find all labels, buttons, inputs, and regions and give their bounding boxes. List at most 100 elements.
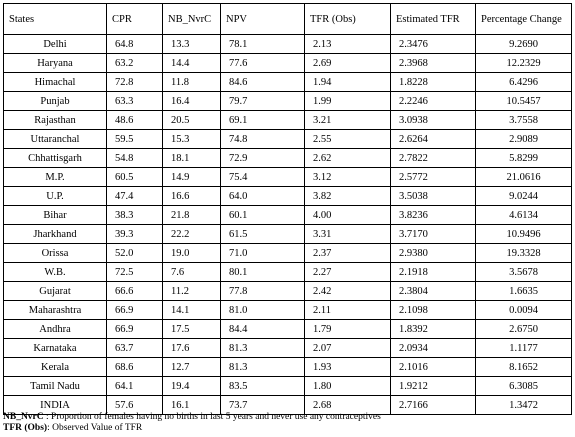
cell-npv: 84.4 (220, 319, 305, 339)
cell-estimated-tfr: 2.6264 (390, 129, 476, 149)
cell-percentage-change: 9.0244 (475, 186, 572, 206)
cell-tfr-obs: 1.94 (304, 72, 391, 92)
cell-cpr: 68.6 (106, 357, 163, 377)
table-row: Delhi 64.8 13.3 78.1 2.13 2.3476 9.2690 (3, 34, 572, 54)
cell-nb-nvrc: 11.8 (162, 72, 221, 92)
cell-tfr-obs: 3.31 (304, 224, 391, 244)
cell-tfr-obs: 3.21 (304, 110, 391, 130)
cell-cpr: 47.4 (106, 186, 163, 206)
cell-state: Uttaranchal (3, 129, 107, 149)
cell-cpr: 66.6 (106, 281, 163, 301)
cell-npv: 77.6 (220, 53, 305, 73)
cell-estimated-tfr: 2.2246 (390, 91, 476, 111)
cell-estimated-tfr: 3.8236 (390, 205, 476, 225)
cell-nb-nvrc: 14.9 (162, 167, 221, 187)
cell-estimated-tfr: 2.3968 (390, 53, 476, 73)
cell-state: Jharkhand (3, 224, 107, 244)
cell-tfr-obs: 4.00 (304, 205, 391, 225)
footnote-text: : Proportion of females having no births… (43, 412, 381, 422)
cell-state: Punjab (3, 91, 107, 111)
header-percentage-change: Percentage Change (475, 3, 572, 35)
cell-estimated-tfr: 3.7170 (390, 224, 476, 244)
cell-npv: 71.0 (220, 243, 305, 263)
cell-percentage-change: 3.7558 (475, 110, 572, 130)
table-row: Punjab 63.3 16.4 79.7 1.99 2.2246 10.5457 (3, 91, 572, 111)
cell-percentage-change: 5.8299 (475, 148, 572, 168)
cell-tfr-obs: 3.82 (304, 186, 391, 206)
cell-cpr: 64.1 (106, 376, 163, 396)
table-row: Tamil Nadu 64.1 19.4 83.5 1.80 1.9212 6.3085 (3, 376, 572, 396)
cell-nb-nvrc: 21.8 (162, 205, 221, 225)
table-row: Haryana 63.2 14.4 77.6 2.69 2.3968 12.2329 (3, 53, 572, 73)
cell-percentage-change: 21.0616 (475, 167, 572, 187)
cell-percentage-change: 6.4296 (475, 72, 572, 92)
cell-npv: 78.1 (220, 34, 305, 54)
cell-estimated-tfr: 2.7166 (390, 395, 476, 415)
table-row: Orissa 52.0 19.0 71.0 2.37 2.9380 19.3328 (3, 243, 572, 263)
cell-nb-nvrc: 16.4 (162, 91, 221, 111)
cell-percentage-change: 6.3085 (475, 376, 572, 396)
table-row: Rajasthan 48.6 20.5 69.1 3.21 3.0938 3.7558 (3, 110, 572, 130)
cell-percentage-change: 1.1177 (475, 338, 572, 358)
cell-state: Tamil Nadu (3, 376, 107, 396)
cell-cpr: 63.3 (106, 91, 163, 111)
cell-npv: 64.0 (220, 186, 305, 206)
cell-state: Karnataka (3, 338, 107, 358)
cell-nb-nvrc: 12.7 (162, 357, 221, 377)
table-row: Himachal 72.8 11.8 84.6 1.94 1.8228 6.4296 (3, 72, 572, 92)
header-nb-nvrc: NB_NvrC (162, 3, 221, 35)
table-row: Andhra 66.9 17.5 84.4 1.79 1.8392 2.6750 (3, 319, 572, 339)
cell-percentage-change: 19.3328 (475, 243, 572, 263)
footnote-nb-nvrc: NB_NvrC : Proportion of females having n… (3, 412, 381, 423)
header-estimated-tfr: Estimated TFR (390, 3, 476, 35)
cell-cpr: 60.5 (106, 167, 163, 187)
cell-npv: 75.4 (220, 167, 305, 187)
cell-cpr: 72.5 (106, 262, 163, 282)
cell-cpr: 59.5 (106, 129, 163, 149)
cell-npv: 69.1 (220, 110, 305, 130)
cell-estimated-tfr: 2.0934 (390, 338, 476, 358)
cell-state: Gujarat (3, 281, 107, 301)
cell-estimated-tfr: 2.1098 (390, 300, 476, 320)
cell-cpr: 64.8 (106, 34, 163, 54)
cell-state: INDIA (3, 395, 107, 415)
table-container: States CPR NB_NvrC NPV TFR (Obs) Estimat… (3, 3, 572, 415)
cell-tfr-obs: 2.62 (304, 148, 391, 168)
footnote-term: NB_NvrC (3, 412, 44, 422)
cell-npv: 81.0 (220, 300, 305, 320)
cell-tfr-obs: 1.99 (304, 91, 391, 111)
cell-cpr: 66.9 (106, 319, 163, 339)
table-row: INDIA 57.6 16.1 73.7 2.68 2.7166 1.3472 (3, 395, 572, 415)
footnotes: NB_NvrC : Proportion of females having n… (3, 412, 381, 434)
cell-state: Orissa (3, 243, 107, 263)
cell-npv: 80.1 (220, 262, 305, 282)
cell-nb-nvrc: 14.1 (162, 300, 221, 320)
cell-estimated-tfr: 2.3804 (390, 281, 476, 301)
cell-nb-nvrc: 17.5 (162, 319, 221, 339)
cell-state: U.P. (3, 186, 107, 206)
cell-estimated-tfr: 3.0938 (390, 110, 476, 130)
cell-estimated-tfr: 2.7822 (390, 148, 476, 168)
cell-nb-nvrc: 16.6 (162, 186, 221, 206)
cell-cpr: 63.2 (106, 53, 163, 73)
cell-npv: 81.3 (220, 357, 305, 377)
cell-state: Chhattisgarh (3, 148, 107, 168)
table-row: W.B. 72.5 7.6 80.1 2.27 2.1918 3.5678 (3, 262, 572, 282)
cell-estimated-tfr: 2.1016 (390, 357, 476, 377)
header-npv: NPV (220, 3, 305, 35)
cell-npv: 74.8 (220, 129, 305, 149)
table-body: Delhi 64.8 13.3 78.1 2.13 2.3476 9.2690 Haryana… (3, 34, 572, 415)
cell-nb-nvrc: 13.3 (162, 34, 221, 54)
cell-tfr-obs: 2.27 (304, 262, 391, 282)
cell-cpr: 48.6 (106, 110, 163, 130)
footnote-tfr-obs: TFR (Obs): Observed Value of TFR (3, 423, 381, 434)
table-row: Bihar 38.3 21.8 60.1 4.00 3.8236 4.6134 (3, 205, 572, 225)
cell-nb-nvrc: 11.2 (162, 281, 221, 301)
header-tfr-obs: TFR (Obs) (304, 3, 391, 35)
cell-estimated-tfr: 1.8228 (390, 72, 476, 92)
header-states: States (3, 3, 107, 35)
table-row: Uttaranchal 59.5 15.3 74.8 2.55 2.6264 2.9089 (3, 129, 572, 149)
table-row: Kerala 68.6 12.7 81.3 1.93 2.1016 8.1652 (3, 357, 572, 377)
cell-cpr: 52.0 (106, 243, 163, 263)
table-row: Karnataka 63.7 17.6 81.3 2.07 2.0934 1.1177 (3, 338, 572, 358)
